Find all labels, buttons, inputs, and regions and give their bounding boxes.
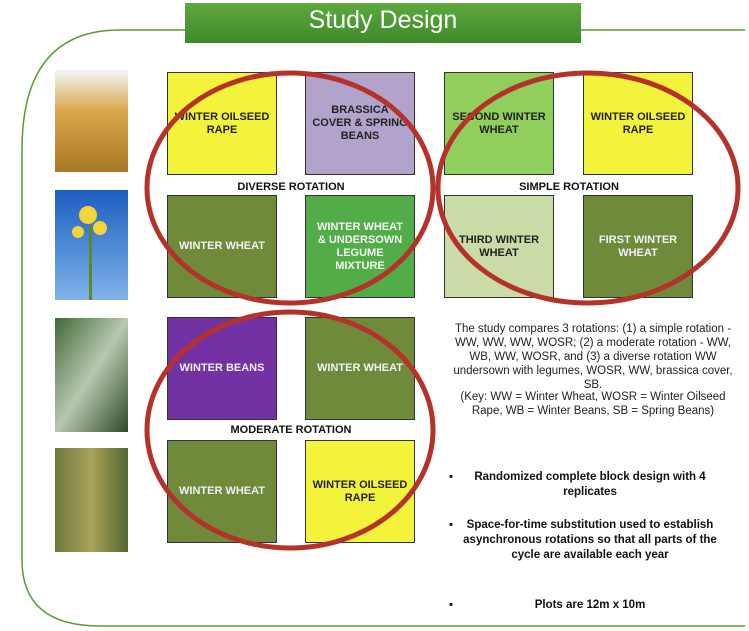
bullet: Randomized complete block design with 4 …: [455, 470, 725, 500]
description: The study compares 3 rotations: (1) a si…: [448, 322, 738, 392]
plot: SECOND WINTER WHEAT: [444, 72, 554, 175]
plot: BRASSICA COVER & SPRING BEANS: [305, 72, 415, 175]
bullet: Plots are 12m x 10m: [455, 598, 725, 613]
plot: FIRST WINTER WHEAT: [583, 195, 693, 298]
rotation-label: MODERATE ROTATION: [166, 424, 416, 436]
rotation-label: DIVERSE ROTATION: [166, 181, 416, 193]
plot: WINTER OILSEED RAPE: [583, 72, 693, 175]
plot: WINTER WHEAT: [167, 195, 277, 298]
slide: Study Design WINTER OILSEED RAPE BRASSIC…: [0, 0, 749, 631]
plot: WINTER WHEAT: [305, 317, 415, 420]
plot: WINTER WHEAT: [167, 440, 277, 543]
photo-wheat: [55, 70, 128, 172]
plot: THIRD WINTER WHEAT: [444, 195, 554, 298]
key: (Key: WW = Winter Wheat, WOSR = Winter O…: [448, 390, 738, 418]
plot: WINTER OILSEED RAPE: [167, 72, 277, 175]
plot: WINTER OILSEED RAPE: [305, 440, 415, 543]
photo-beans: [55, 318, 128, 432]
bullet: Space-for-time substitution used to esta…: [455, 518, 725, 563]
rotation-label: SIMPLE ROTATION: [444, 181, 694, 193]
plot: WINTER BEANS: [167, 317, 277, 420]
title: Study Design: [185, 6, 581, 35]
photo-legume: [55, 448, 128, 552]
plot: WINTER WHEAT & UNDERSOWN LEGUME MIXTURE: [305, 195, 415, 298]
